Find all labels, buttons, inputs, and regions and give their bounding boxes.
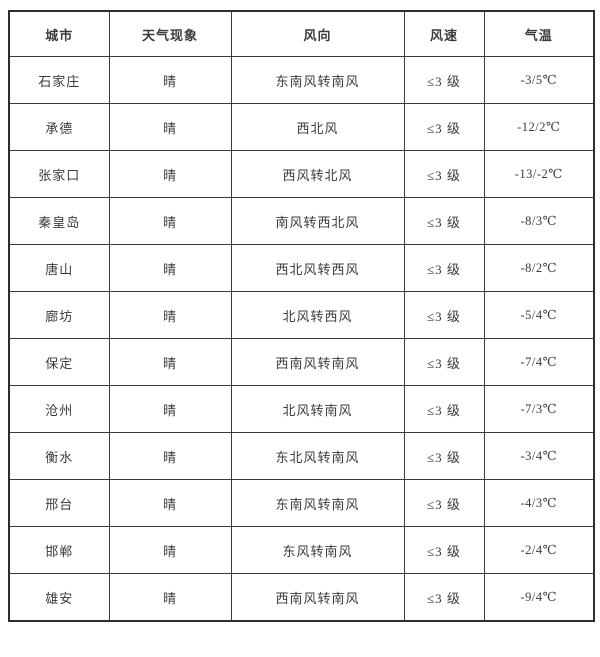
cell-temperature: -3/4℃ — [483, 432, 595, 480]
cell-wind-speed: ≤3 级 — [403, 385, 485, 433]
cell-wind-direction: 南风转西北风 — [230, 197, 405, 245]
table-row: 唐山 晴 西北风转西风 ≤3 级 -8/2℃ — [8, 244, 595, 292]
cell-city: 保定 — [8, 338, 110, 386]
cell-temperature: -7/4℃ — [483, 338, 595, 386]
cell-city: 唐山 — [8, 244, 110, 292]
cell-temperature: -13/-2℃ — [483, 150, 595, 198]
cell-temperature: -4/3℃ — [483, 479, 595, 527]
table-row: 邢台 晴 东南风转南风 ≤3 级 -4/3℃ — [8, 479, 595, 527]
cell-wind-speed: ≤3 级 — [403, 103, 485, 151]
cell-wind-speed: ≤3 级 — [403, 432, 485, 480]
table-row: 承德 晴 西北风 ≤3 级 -12/2℃ — [8, 103, 595, 151]
table-row: 衡水 晴 东北风转南风 ≤3 级 -3/4℃ — [8, 432, 595, 480]
cell-wind-speed: ≤3 级 — [403, 291, 485, 339]
header-wind-direction: 风向 — [230, 10, 405, 57]
cell-weather: 晴 — [108, 573, 232, 622]
cell-city: 邯郸 — [8, 526, 110, 574]
cell-city: 张家口 — [8, 150, 110, 198]
cell-weather: 晴 — [108, 338, 232, 386]
cell-weather: 晴 — [108, 197, 232, 245]
header-city: 城市 — [8, 10, 110, 57]
cell-temperature: -2/4℃ — [483, 526, 595, 574]
table-row: 沧州 晴 北风转南风 ≤3 级 -7/3℃ — [8, 385, 595, 433]
cell-wind-direction: 西南风转南风 — [230, 573, 405, 622]
cell-wind-direction: 西北风 — [230, 103, 405, 151]
table-row: 雄安 晴 西南风转南风 ≤3 级 -9/4℃ — [8, 573, 595, 622]
cell-weather: 晴 — [108, 479, 232, 527]
cell-wind-direction: 北风转西风 — [230, 291, 405, 339]
cell-wind-speed: ≤3 级 — [403, 56, 485, 104]
cell-city: 雄安 — [8, 573, 110, 622]
cell-wind-direction: 东风转南风 — [230, 526, 405, 574]
cell-temperature: -8/3℃ — [483, 197, 595, 245]
cell-city: 邢台 — [8, 479, 110, 527]
table-row: 保定 晴 西南风转南风 ≤3 级 -7/4℃ — [8, 338, 595, 386]
cell-city: 廊坊 — [8, 291, 110, 339]
cell-weather: 晴 — [108, 103, 232, 151]
cell-city: 衡水 — [8, 432, 110, 480]
cell-weather: 晴 — [108, 432, 232, 480]
table-row: 廊坊 晴 北风转西风 ≤3 级 -5/4℃ — [8, 291, 595, 339]
header-row: 城市 天气现象 风向 风速 气温 — [8, 10, 595, 57]
cell-wind-speed: ≤3 级 — [403, 197, 485, 245]
cell-wind-direction: 东北风转南风 — [230, 432, 405, 480]
cell-wind-direction: 西北风转西风 — [230, 244, 405, 292]
cell-weather: 晴 — [108, 526, 232, 574]
cell-temperature: -3/5℃ — [483, 56, 595, 104]
cell-weather: 晴 — [108, 150, 232, 198]
weather-table: 城市 天气现象 风向 风速 气温 石家庄 晴 东南风转南风 ≤3 级 -3/5℃… — [8, 10, 595, 622]
cell-weather: 晴 — [108, 291, 232, 339]
cell-weather: 晴 — [108, 244, 232, 292]
cell-wind-direction: 东南风转南风 — [230, 479, 405, 527]
header-weather: 天气现象 — [108, 10, 232, 57]
cell-temperature: -8/2℃ — [483, 244, 595, 292]
cell-wind-speed: ≤3 级 — [403, 479, 485, 527]
cell-temperature: -12/2℃ — [483, 103, 595, 151]
table-row: 邯郸 晴 东风转南风 ≤3 级 -2/4℃ — [8, 526, 595, 574]
cell-wind-direction: 东南风转南风 — [230, 56, 405, 104]
table-row: 秦皇岛 晴 南风转西北风 ≤3 级 -8/3℃ — [8, 197, 595, 245]
cell-city: 秦皇岛 — [8, 197, 110, 245]
cell-wind-direction: 西风转北风 — [230, 150, 405, 198]
cell-temperature: -9/4℃ — [483, 573, 595, 622]
cell-city: 沧州 — [8, 385, 110, 433]
cell-wind-direction: 西南风转南风 — [230, 338, 405, 386]
table-row: 张家口 晴 西风转北风 ≤3 级 -13/-2℃ — [8, 150, 595, 198]
weather-table-container: 城市 天气现象 风向 风速 气温 石家庄 晴 东南风转南风 ≤3 级 -3/5℃… — [8, 10, 595, 622]
cell-wind-speed: ≤3 级 — [403, 573, 485, 622]
cell-wind-direction: 北风转南风 — [230, 385, 405, 433]
cell-weather: 晴 — [108, 56, 232, 104]
header-wind-speed: 风速 — [403, 10, 485, 57]
cell-temperature: -5/4℃ — [483, 291, 595, 339]
cell-city: 承德 — [8, 103, 110, 151]
cell-weather: 晴 — [108, 385, 232, 433]
cell-city: 石家庄 — [8, 56, 110, 104]
cell-temperature: -7/3℃ — [483, 385, 595, 433]
cell-wind-speed: ≤3 级 — [403, 244, 485, 292]
table-row: 石家庄 晴 东南风转南风 ≤3 级 -3/5℃ — [8, 56, 595, 104]
cell-wind-speed: ≤3 级 — [403, 526, 485, 574]
header-temperature: 气温 — [483, 10, 595, 57]
cell-wind-speed: ≤3 级 — [403, 150, 485, 198]
cell-wind-speed: ≤3 级 — [403, 338, 485, 386]
